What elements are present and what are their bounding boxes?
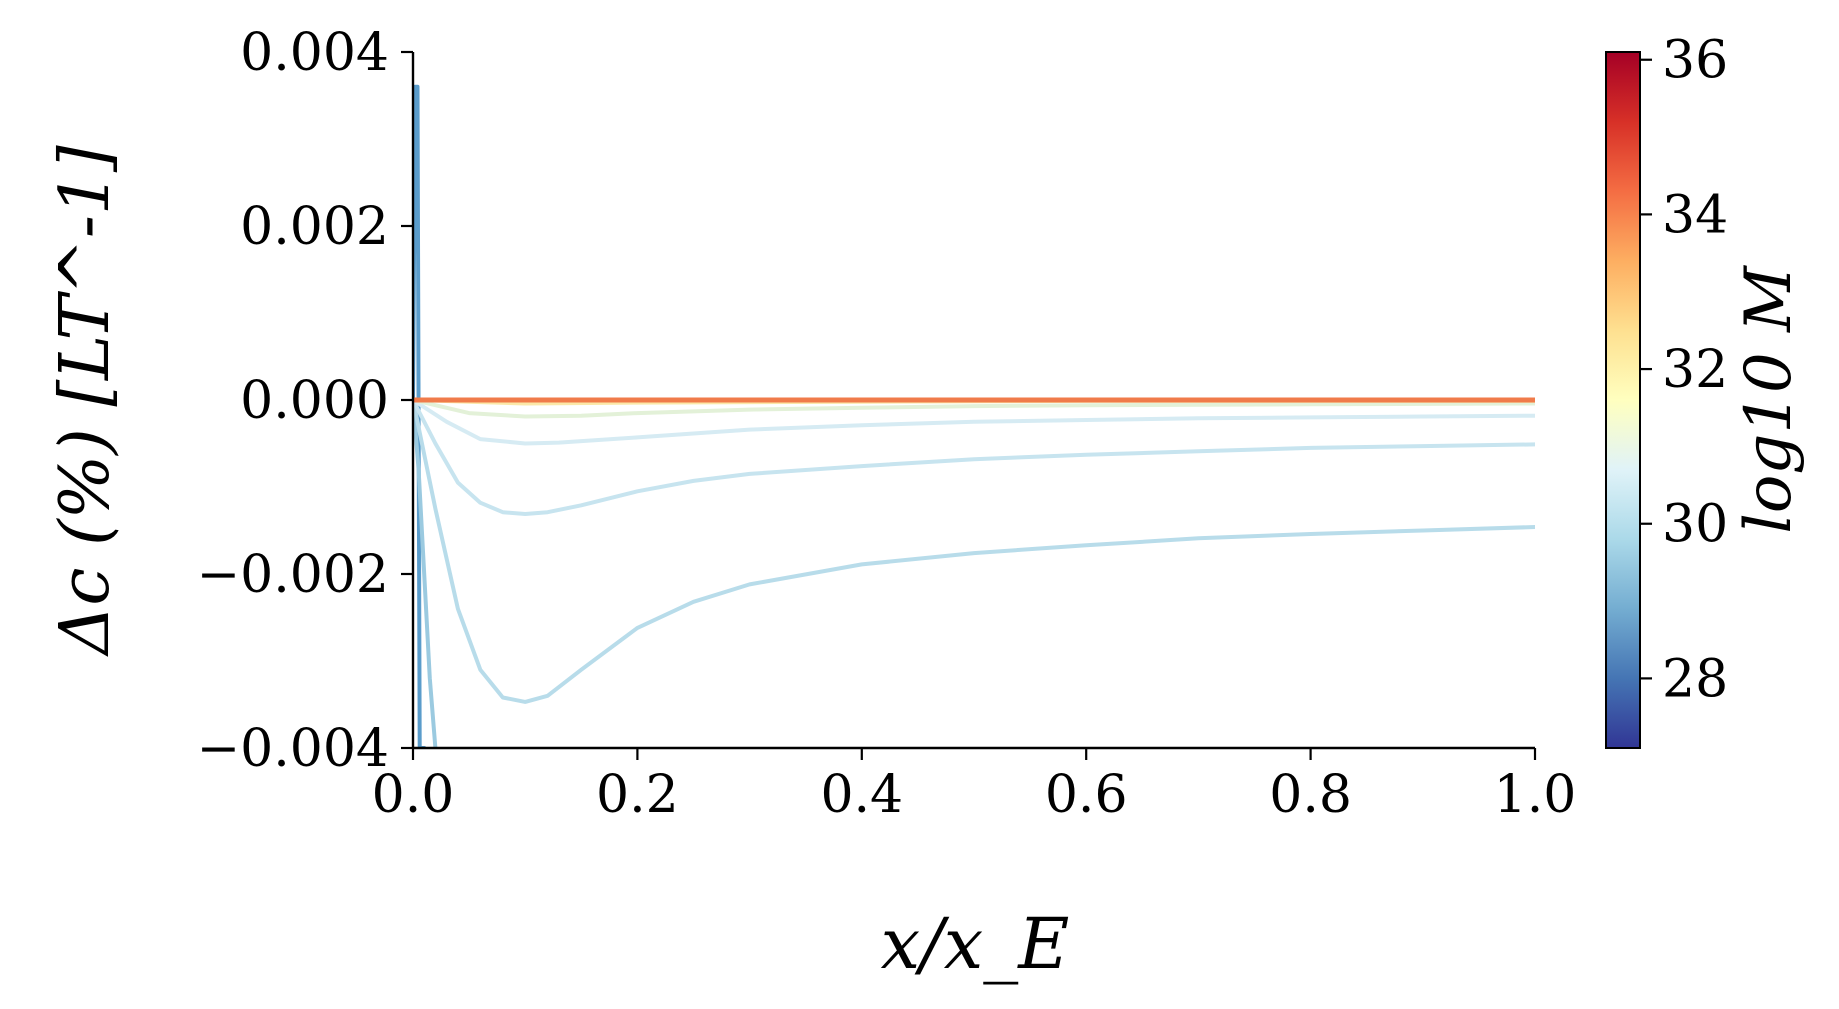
colorbar-tick-label: 34	[1662, 185, 1728, 245]
x-tick-label: 0.8	[1269, 765, 1352, 825]
y-ticks: 0.004 0.002 0.000 −0.002 −0.004	[197, 23, 413, 779]
series-line-31-5	[413, 398, 1535, 419]
x-tick-label: 0.2	[596, 765, 679, 825]
x-tick-label: 1.0	[1494, 765, 1577, 825]
colorbar-tick-label: 32	[1662, 340, 1728, 400]
colorbar-tick-label: 36	[1662, 31, 1728, 91]
colorbar: 28 30 32 34 36 log10 M	[1605, 31, 1806, 749]
y-tick-label: 0.004	[240, 23, 389, 83]
series-layer	[413, 84, 1535, 748]
colorbar-ticks: 28 30 32 34 36	[1640, 31, 1728, 709]
colorbar-tick-label: 30	[1662, 495, 1728, 555]
x-axis-title: x/x_E	[881, 903, 1070, 985]
series-line-31	[413, 398, 1535, 446]
colorbar-gradient	[1605, 51, 1641, 749]
y-tick-label: 0.000	[240, 371, 389, 431]
x-tick-label: 0.0	[372, 765, 455, 825]
series-line-30	[413, 398, 1535, 704]
series-line-30-5	[413, 398, 1535, 516]
y-axis-title: Δc (%) [LT^-1]	[46, 145, 125, 658]
colorbar-label: log10 M	[1732, 265, 1806, 534]
y-tick-label: −0.004	[197, 719, 389, 779]
colorbar-tick-label: 28	[1662, 649, 1728, 709]
series-line-29	[413, 398, 438, 748]
x-tick-label: 0.6	[1045, 765, 1128, 825]
x-ticks: 0.0 0.2 0.4 0.6 0.8 1.0	[372, 748, 1577, 825]
y-tick-label: 0.002	[240, 197, 389, 257]
y-tick-label: −0.002	[197, 545, 389, 605]
x-tick-label: 0.4	[820, 765, 903, 825]
